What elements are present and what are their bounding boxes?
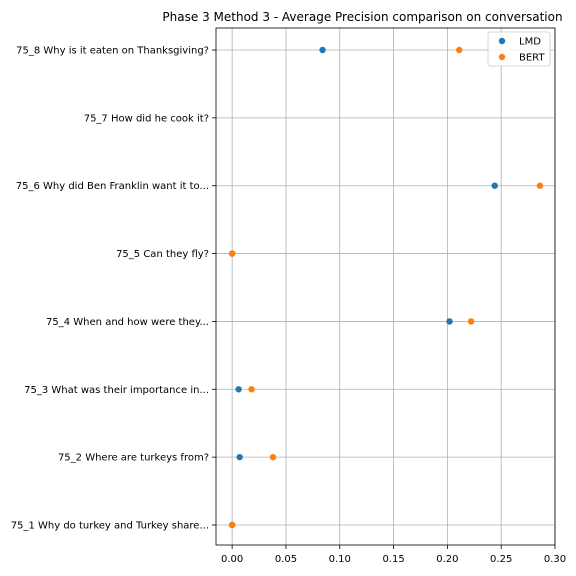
x-tick-label: 0.25 bbox=[490, 554, 512, 565]
axes: 0.00 0.05 0.10 0.15 0.20 0.25 0.30 75_1 Why do … bbox=[11, 46, 566, 566]
legend-label: LMD bbox=[519, 37, 541, 48]
data-point-bert bbox=[269, 453, 277, 461]
data-point-bert bbox=[228, 250, 236, 257]
x-tick-label: 0.20 bbox=[436, 554, 458, 565]
grid-lines bbox=[216, 28, 556, 545]
legend-marker bbox=[498, 37, 506, 45]
y-tick-label: 75_7 How did he cook it? bbox=[84, 113, 209, 124]
y-tick-label: 75_6 Why did Ben Franklin want it to... bbox=[16, 181, 209, 192]
y-tick-label: 75_1 Why do turkey and Turkey share... bbox=[11, 521, 209, 532]
data-point-lmd bbox=[446, 318, 453, 325]
x-tick-label: 0.15 bbox=[382, 554, 404, 565]
y-tick-label: 75_3 What was their importance in... bbox=[24, 385, 209, 396]
x-tick-label: 0.30 bbox=[544, 554, 566, 565]
y-tick-label: 75_2 Where are turkeys from? bbox=[58, 453, 209, 464]
data-point-lmd bbox=[491, 182, 498, 189]
legend: LMD BERT bbox=[487, 31, 551, 67]
chart-title: Phase 3 Method 3 - Average Precision com… bbox=[162, 10, 562, 24]
x-tick-label: 0.05 bbox=[275, 554, 297, 565]
data-points bbox=[228, 46, 544, 529]
y-tick-label: 75_8 Why is it eaten on Thanksgiving? bbox=[16, 46, 209, 57]
data-point-lmd bbox=[235, 386, 242, 393]
x-tick-label: 0.10 bbox=[329, 554, 351, 565]
data-point-bert bbox=[248, 386, 255, 393]
plot-area bbox=[215, 27, 556, 546]
legend-label: BERT bbox=[519, 53, 545, 64]
x-tick-label: 0.00 bbox=[221, 554, 243, 565]
data-point-bert bbox=[456, 46, 463, 54]
data-point-bert bbox=[536, 182, 544, 189]
y-tick-label: 75_4 When and how were they... bbox=[46, 317, 209, 328]
data-point-lmd bbox=[236, 453, 243, 461]
data-point-bert bbox=[467, 318, 475, 325]
legend-marker bbox=[498, 53, 506, 61]
data-point-lmd bbox=[319, 46, 326, 54]
data-point-bert bbox=[228, 521, 236, 529]
y-tick-label: 75_5 Can they fly? bbox=[116, 249, 209, 260]
